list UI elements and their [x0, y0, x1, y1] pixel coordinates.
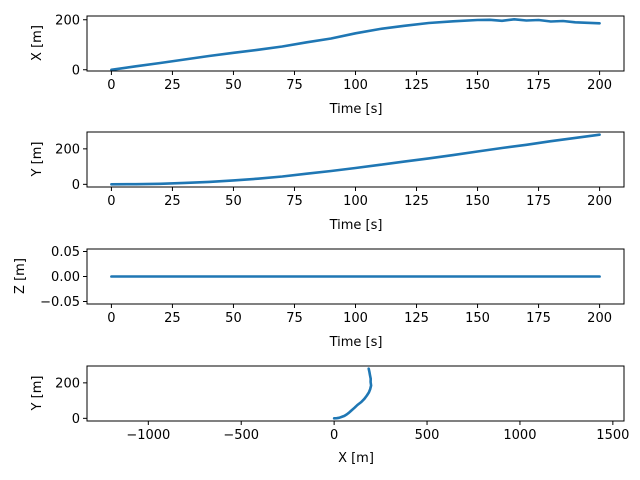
y-tick-label: 0.05 — [51, 245, 80, 260]
x-tick-label: 75 — [286, 194, 303, 209]
x-tick-label: 50 — [225, 194, 242, 209]
x-tick-label: 125 — [404, 311, 429, 326]
x-tick-label: 100 — [343, 78, 368, 93]
x-tick-label: 200 — [587, 194, 612, 209]
y-tick-label: 0 — [72, 412, 80, 427]
subplot-x-vs-time: Time [s] X [m] 0 25 50 75 100 125 150 175 200 0 20… — [30, 13, 625, 117]
x-tick-label: 100 — [343, 311, 368, 326]
x-axis-label: Time [s] — [329, 218, 383, 233]
x-tick-label: 150 — [465, 311, 490, 326]
x-tick-label: 125 — [404, 78, 429, 93]
x-tick-label: 25 — [164, 194, 181, 209]
x-tick-label: 175 — [526, 78, 551, 93]
y-tick-label: 200 — [55, 13, 80, 28]
y-axis-label: X [m] — [30, 25, 45, 61]
x-tick-label: −500 — [223, 428, 259, 443]
y-axis-label: Y [m] — [30, 142, 45, 178]
x-tick-label: 175 — [526, 311, 551, 326]
y-tick-label: 0 — [72, 63, 80, 78]
x-tick-label: 25 — [164, 311, 181, 326]
x-tick-label: 25 — [164, 78, 181, 93]
series-line — [332, 367, 373, 420]
y-axis-label: Z [m] — [13, 258, 28, 294]
x-tick-label: 200 — [587, 78, 612, 93]
x-axis-label: Time [s] — [329, 102, 383, 117]
x-tick-label: 125 — [404, 194, 429, 209]
x-tick-label: 0 — [107, 194, 115, 209]
subplot-y-vs-x: X [m] Y [m] −1000 −500 0 500 1000 1500 0 200 — [30, 365, 629, 466]
x-tick-label: 150 — [465, 194, 490, 209]
x-tick-label: 100 — [343, 194, 368, 209]
y-tick-label: 0 — [72, 178, 80, 193]
x-tick-label: 75 — [286, 78, 303, 93]
x-tick-label: 0 — [330, 428, 338, 443]
x-tick-label: 75 — [286, 311, 303, 326]
y-tick-label: 200 — [55, 142, 80, 157]
x-tick-label: 150 — [465, 78, 490, 93]
axes-frame — [86, 365, 625, 422]
x-tick-label: 500 — [415, 428, 440, 443]
y-tick-label: 200 — [55, 376, 80, 391]
x-tick-label: 200 — [587, 311, 612, 326]
x-tick-label: 1000 — [503, 428, 536, 443]
subplot-y-vs-time: Time [s] Y [m] 0 25 50 75 100 125 150 175 200 0 20… — [30, 131, 625, 233]
series-line — [110, 133, 601, 186]
x-axis-label: Time [s] — [329, 335, 383, 350]
x-tick-label: 0 — [107, 311, 115, 326]
series-line — [110, 17, 601, 72]
x-tick-label: 50 — [225, 78, 242, 93]
subplot-z-vs-time: Time [s] Z [m] 0 25 50 75 100 125 150 175 200 −0.… — [13, 245, 625, 350]
x-axis-label: X [m] — [338, 451, 374, 466]
x-tick-label: 1500 — [596, 428, 629, 443]
x-tick-label: 0 — [107, 78, 115, 93]
y-tick-label: −0.05 — [40, 295, 80, 310]
x-tick-label: 175 — [526, 194, 551, 209]
y-tick-label: 0.00 — [51, 270, 80, 285]
x-tick-label: −1000 — [126, 428, 170, 443]
axes-frame — [86, 131, 625, 188]
y-axis-label: Y [m] — [30, 376, 45, 412]
x-tick-label: 50 — [225, 311, 242, 326]
